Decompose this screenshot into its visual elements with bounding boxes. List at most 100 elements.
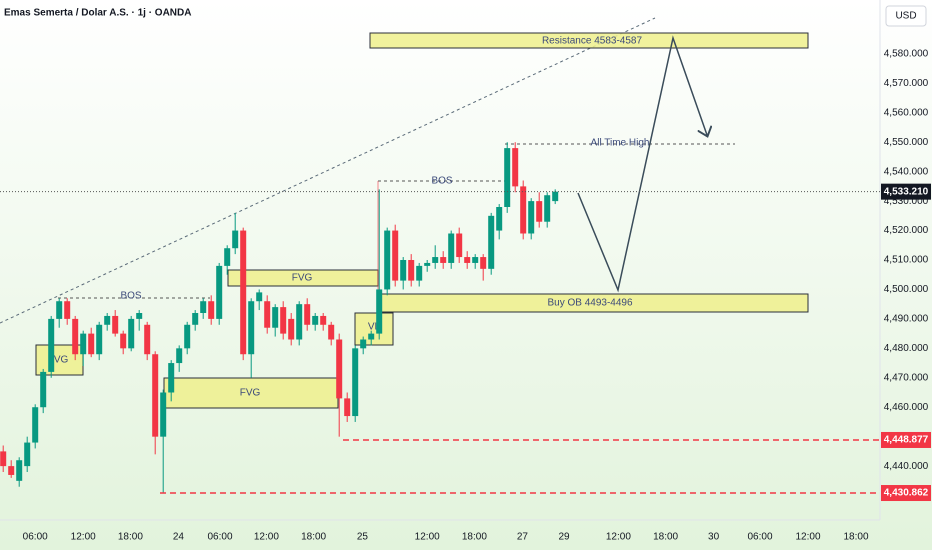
candle-body bbox=[448, 233, 455, 263]
x-tick-label: 12:00 bbox=[415, 532, 440, 543]
forecast-path bbox=[577, 35, 707, 293]
currency-button[interactable] bbox=[885, 5, 927, 27]
candle-body bbox=[392, 230, 399, 281]
candle-body bbox=[192, 313, 199, 325]
y-tick-label: 4,570.000 bbox=[884, 78, 929, 89]
x-tick-label: 12:00 bbox=[71, 532, 96, 543]
candle-body bbox=[240, 230, 247, 355]
x-tick-label: 12:00 bbox=[606, 532, 631, 543]
candle-body bbox=[120, 333, 127, 349]
candle-body bbox=[536, 201, 543, 222]
candle-body bbox=[216, 265, 223, 319]
x-tick-label: 18:00 bbox=[653, 532, 678, 543]
x-tick-label: 18:00 bbox=[843, 532, 868, 543]
candle-body bbox=[360, 339, 367, 349]
candle-body bbox=[136, 313, 143, 319]
y-tick-label: 4,540.000 bbox=[884, 166, 929, 177]
candle-body bbox=[88, 333, 95, 355]
candle-body bbox=[176, 348, 183, 364]
candle-body bbox=[200, 301, 207, 314]
y-tick-label: 4,460.000 bbox=[884, 402, 929, 413]
zone-label: FVG bbox=[48, 355, 69, 366]
x-tick-label: 25 bbox=[357, 532, 369, 543]
candle-body bbox=[384, 230, 391, 290]
candle-body bbox=[504, 148, 511, 207]
x-tick-label: 06:00 bbox=[23, 532, 48, 543]
candle-body bbox=[24, 442, 31, 467]
candle-body bbox=[248, 301, 255, 355]
y-tick-label: 4,440.000 bbox=[884, 461, 929, 472]
x-tick-label: 27 bbox=[517, 532, 529, 543]
candle-body bbox=[288, 318, 295, 340]
zone-label: Buy OB 4493-4496 bbox=[547, 298, 632, 309]
candle-body bbox=[264, 301, 271, 328]
candle-body bbox=[56, 301, 63, 319]
candle-body bbox=[400, 260, 407, 281]
candle-body bbox=[304, 304, 311, 325]
ath-label: All Time High bbox=[591, 138, 650, 149]
candle-body bbox=[344, 398, 351, 417]
y-tick-label: 4,480.000 bbox=[884, 343, 929, 354]
zone-label: Resistance 4583-4587 bbox=[542, 36, 643, 47]
candle-body bbox=[320, 315, 327, 325]
candle-body bbox=[232, 230, 239, 249]
zone-label: VL bbox=[368, 322, 381, 333]
x-tick-label: 29 bbox=[558, 532, 570, 543]
price-label-box bbox=[881, 431, 931, 448]
price-label: 4,533.210 bbox=[884, 186, 929, 197]
currency-label: USD bbox=[895, 11, 916, 22]
candle-body bbox=[64, 301, 71, 319]
candle-body bbox=[408, 260, 415, 281]
candle-body bbox=[552, 191, 559, 202]
candle-body bbox=[416, 265, 423, 281]
x-tick-label: 18:00 bbox=[301, 532, 326, 543]
y-tick-label: 4,470.000 bbox=[884, 372, 929, 383]
y-tick-label: 4,530.000 bbox=[884, 196, 929, 207]
x-tick-label: 06:00 bbox=[207, 532, 232, 543]
candle-body bbox=[464, 257, 471, 263]
candle-body bbox=[480, 257, 487, 269]
bos-label: BOS bbox=[120, 291, 141, 302]
candle-body bbox=[544, 195, 551, 222]
candle-body bbox=[0, 451, 7, 467]
candle-body bbox=[112, 315, 119, 334]
candle-body bbox=[144, 324, 151, 355]
candle-body bbox=[280, 307, 287, 334]
candle-body bbox=[128, 318, 135, 349]
candle-body bbox=[48, 318, 55, 372]
y-tick-label: 4,560.000 bbox=[884, 107, 929, 118]
candle-body bbox=[528, 201, 535, 234]
candle-body bbox=[168, 363, 175, 393]
candle-body bbox=[208, 301, 215, 319]
candle-body bbox=[104, 315, 111, 325]
y-tick-label: 4,510.000 bbox=[884, 255, 929, 266]
bos-label: BOS bbox=[431, 176, 452, 187]
zone-label: FVG bbox=[240, 388, 261, 399]
candle-body bbox=[152, 354, 159, 437]
candle-body bbox=[256, 292, 263, 302]
y-tick-label: 4,490.000 bbox=[884, 314, 929, 325]
candle-body bbox=[328, 324, 335, 340]
candle-body bbox=[336, 339, 343, 399]
x-tick-label: 12:00 bbox=[795, 532, 820, 543]
x-tick-label: 12:00 bbox=[254, 532, 279, 543]
candle-body bbox=[8, 466, 15, 475]
candle-body bbox=[496, 206, 503, 231]
y-tick-label: 4,500.000 bbox=[884, 284, 929, 295]
zone-label: FVG bbox=[292, 273, 313, 284]
price-label: 4,430.862 bbox=[884, 488, 929, 499]
x-tick-label: 18:00 bbox=[462, 532, 487, 543]
candle-body bbox=[40, 371, 47, 408]
candle-body bbox=[376, 289, 383, 334]
candle-body bbox=[160, 392, 167, 437]
candle-body bbox=[96, 324, 103, 355]
candle-body bbox=[432, 257, 439, 263]
candle-body bbox=[512, 148, 519, 187]
x-tick-label: 06:00 bbox=[747, 532, 772, 543]
price-label-box bbox=[881, 183, 931, 200]
candle-body bbox=[424, 262, 431, 266]
price-label: 4,448.877 bbox=[884, 435, 929, 446]
x-tick-label: 30 bbox=[708, 532, 720, 543]
